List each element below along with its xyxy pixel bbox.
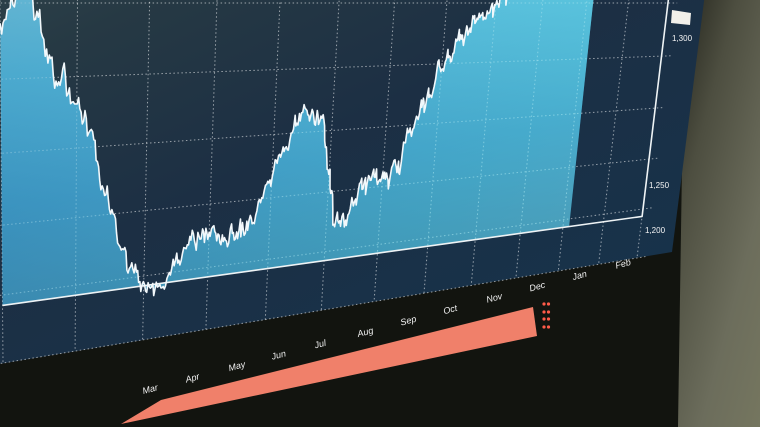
svg-text:Dec: Dec [528,280,547,294]
svg-text:1,200: 1,200 [645,226,666,235]
svg-text:Nov: Nov [485,291,504,305]
svg-text:Mar: Mar [141,382,160,396]
svg-text:Apr: Apr [183,371,201,385]
svg-text:Jun: Jun [269,348,287,362]
svg-text:1,300: 1,300 [672,34,693,43]
svg-text:Aug: Aug [355,325,374,339]
svg-text:Jul: Jul [312,337,328,350]
svg-text:Jan: Jan [570,269,588,283]
svg-text:Sep: Sep [399,314,417,328]
svg-text:1,250: 1,250 [649,181,670,190]
svg-text:Oct: Oct [442,303,459,316]
svg-text:May: May [227,359,246,373]
